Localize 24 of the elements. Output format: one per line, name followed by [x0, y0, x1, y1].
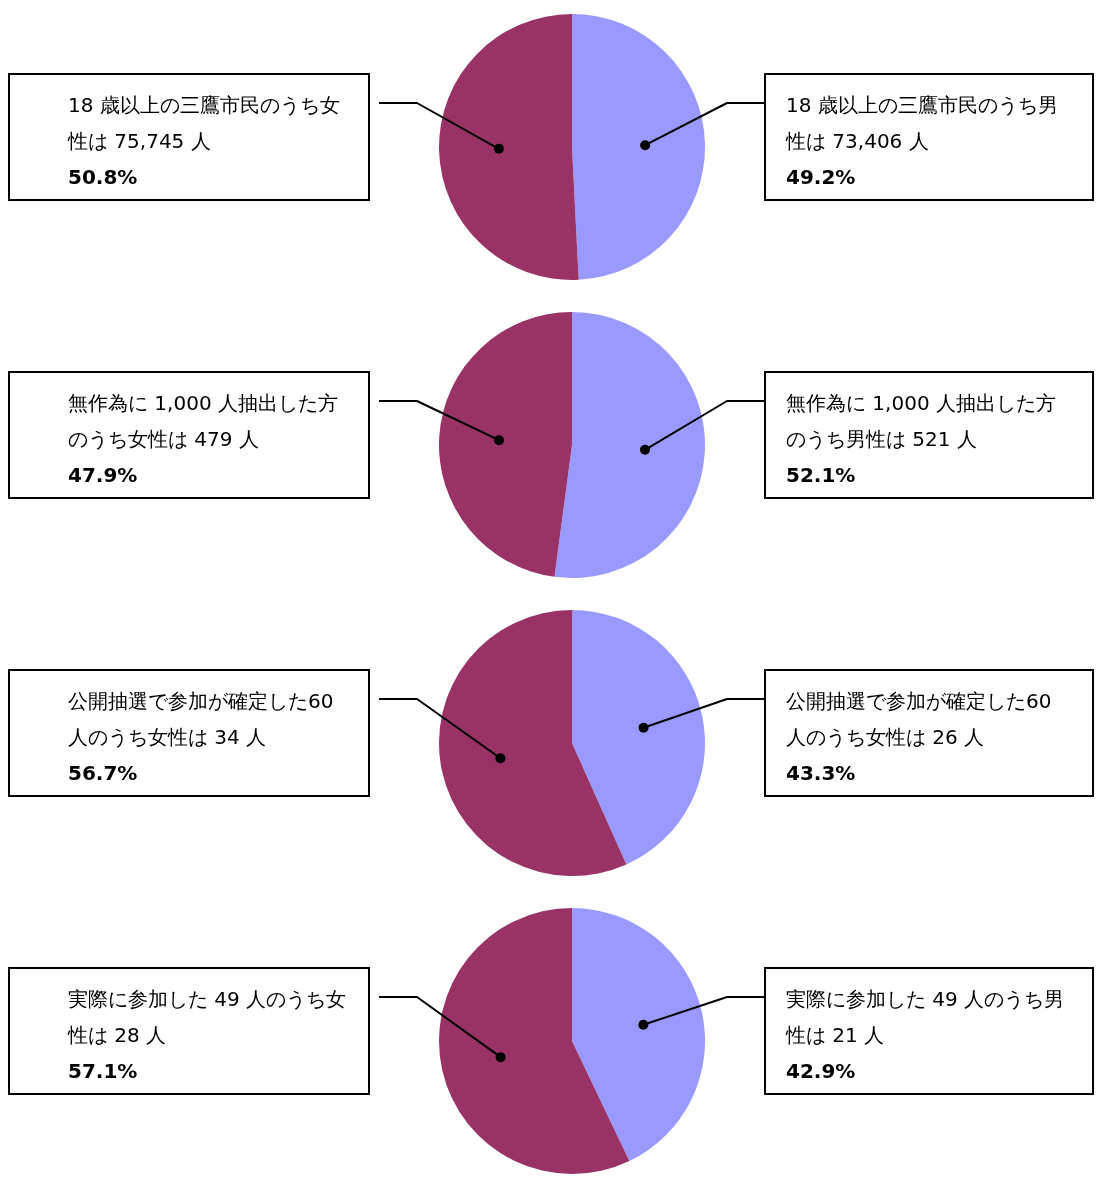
pie-slice — [572, 14, 705, 280]
pie-slice — [572, 610, 705, 865]
data-label: 43.3% — [786, 760, 857, 787]
slice-label: 実際に参加した 49 人のうち男性は 21 人 — [786, 986, 1066, 1049]
data-label: 57.1% — [68, 1058, 139, 1085]
pie-slice — [439, 610, 627, 876]
pie-slice — [439, 14, 579, 280]
slice-label: 無作為に 1,000 人抽出した方のうち男性は 521 人 — [786, 390, 1057, 453]
slice-label: 実際に参加した 49 人のうち女性は 28 人 — [68, 986, 348, 1049]
pie-slice — [572, 908, 705, 1161]
data-label: 49.2% — [786, 164, 857, 191]
pie-slice — [439, 908, 630, 1174]
data-label: 52.1% — [786, 462, 857, 489]
pie-slice — [439, 312, 572, 577]
slice-label: 公開抽選で参加が確定した60 人のうち女性は 26 人 — [786, 688, 1053, 751]
slice-label: 無作為に 1,000 人抽出した方のうち女性は 479 人 — [68, 390, 339, 453]
data-label: 47.9% — [68, 462, 139, 489]
slice-label: 18 歳以上の三鷹市民のうち女性は 75,745 人 — [68, 92, 341, 155]
slice-label: 18 歳以上の三鷹市民のうち男性は 73,406 人 — [786, 92, 1059, 155]
pie-slice — [554, 312, 705, 578]
slice-label: 公開抽選で参加が確定した60 人のうち女性は 34 人 — [68, 688, 335, 751]
data-label: 42.9% — [786, 1058, 857, 1085]
data-label: 56.7% — [68, 760, 139, 787]
data-label: 50.8% — [68, 164, 139, 191]
